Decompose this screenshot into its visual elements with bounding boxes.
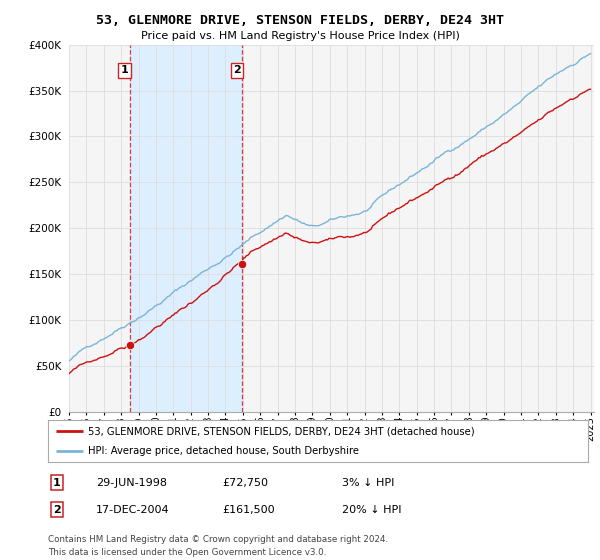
Text: 20% ↓ HPI: 20% ↓ HPI	[342, 505, 401, 515]
Text: 2: 2	[53, 505, 61, 515]
Text: 1: 1	[53, 478, 61, 488]
Text: Price paid vs. HM Land Registry's House Price Index (HPI): Price paid vs. HM Land Registry's House …	[140, 31, 460, 41]
Bar	[130, 45, 242, 412]
Text: £161,500: £161,500	[222, 505, 275, 515]
Text: 1: 1	[121, 66, 128, 76]
Text: 2: 2	[233, 66, 241, 76]
Text: £72,750: £72,750	[222, 478, 268, 488]
Text: HPI: Average price, detached house, South Derbyshire: HPI: Average price, detached house, Sout…	[89, 446, 359, 456]
Text: 29-JUN-1998: 29-JUN-1998	[96, 478, 167, 488]
Text: Contains HM Land Registry data © Crown copyright and database right 2024.
This d: Contains HM Land Registry data © Crown c…	[48, 535, 388, 557]
Text: 53, GLENMORE DRIVE, STENSON FIELDS, DERBY, DE24 3HT: 53, GLENMORE DRIVE, STENSON FIELDS, DERB…	[96, 14, 504, 27]
Text: 17-DEC-2004: 17-DEC-2004	[96, 505, 170, 515]
Text: 3% ↓ HPI: 3% ↓ HPI	[342, 478, 394, 488]
Text: 53, GLENMORE DRIVE, STENSON FIELDS, DERBY, DE24 3HT (detached house): 53, GLENMORE DRIVE, STENSON FIELDS, DERB…	[89, 426, 475, 436]
